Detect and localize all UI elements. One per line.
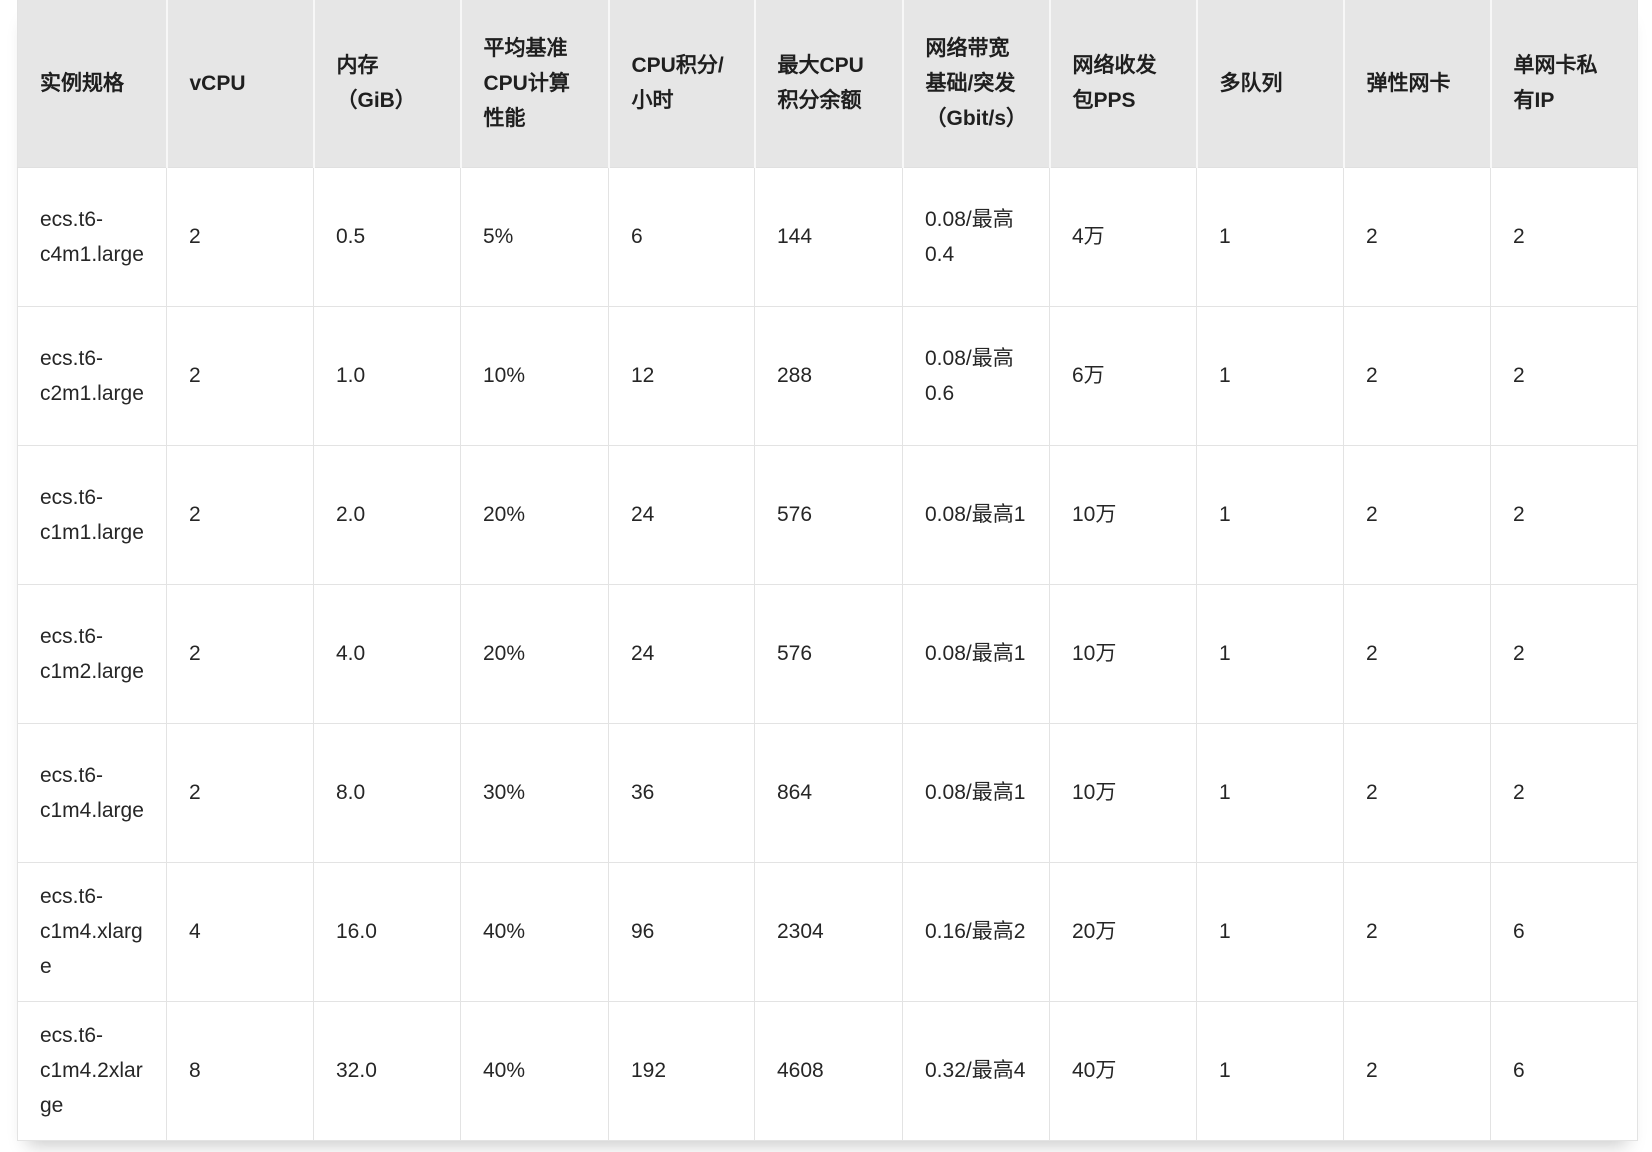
cell-pps: 10万: [1049, 445, 1197, 584]
cell-max-credits: 864: [754, 723, 903, 862]
cell-vcpu: 2: [166, 445, 314, 584]
column-header-spec: 实例规格: [17, 0, 167, 167]
cell-enis: 2: [1343, 1001, 1491, 1140]
cell-credits: 24: [608, 445, 755, 584]
cell-private-ips: 2: [1490, 445, 1638, 584]
column-header-credits: CPU积分/小时: [607, 0, 755, 167]
cell-spec: ecs.t6-c2m1.large: [40, 346, 144, 405]
cell-bandwidth: 0.08/最高1: [902, 723, 1050, 862]
table-row: ecs.t6-c1m1.large 2 2.0 20% 24 576 0.08/…: [17, 445, 1638, 584]
cell-vcpu: 2: [166, 584, 314, 723]
column-header-enis: 弹性网卡: [1342, 0, 1491, 167]
cell-vcpu: 8: [166, 1001, 314, 1140]
cell-max-credits: 576: [754, 445, 903, 584]
cell-vcpu: 2: [166, 723, 314, 862]
cell-baseline: 5%: [460, 167, 609, 306]
column-header-max-credits: 最大CPU积分余额: [753, 0, 903, 167]
table-row: ecs.t6-c1m4.xlarge 4 16.0 40% 96 2304 0.…: [17, 862, 1638, 1001]
cell-max-credits: 288: [754, 306, 903, 445]
cell-pps: 20万: [1049, 862, 1197, 1001]
cell-private-ips: 6: [1490, 1001, 1638, 1140]
cell-memory: 0.5: [313, 167, 461, 306]
cell-credits: 36: [608, 723, 755, 862]
cell-pps: 4万: [1049, 167, 1197, 306]
cell-private-ips: 2: [1490, 723, 1638, 862]
cell-pps: 40万: [1049, 1001, 1197, 1140]
cell-bandwidth: 0.08/最高1: [902, 584, 1050, 723]
cell-bandwidth: 0.16/最高2: [902, 862, 1050, 1001]
cell-spec: ecs.t6-c1m2.large: [40, 624, 144, 683]
cell-max-credits: 2304: [754, 862, 903, 1001]
cell-memory: 4.0: [313, 584, 461, 723]
table-row: ecs.t6-c2m1.large 2 1.0 10% 12 288 0.08/…: [17, 306, 1638, 445]
cell-spec: ecs.t6-c1m4.xlarge: [40, 885, 143, 978]
cell-enis: 2: [1343, 445, 1491, 584]
cell-max-credits: 576: [754, 584, 903, 723]
cell-spec: ecs.t6-c4m1.large: [40, 207, 144, 266]
cell-baseline: 40%: [460, 862, 609, 1001]
column-header-private-ips: 单网卡私有IP: [1489, 0, 1638, 167]
cell-queues: 1: [1196, 167, 1344, 306]
cell-private-ips: 6: [1490, 862, 1638, 1001]
cell-queues: 1: [1196, 306, 1344, 445]
cell-enis: 2: [1343, 723, 1491, 862]
cell-spec: ecs.t6-c1m4.large: [40, 763, 144, 822]
cell-memory: 2.0: [313, 445, 461, 584]
cell-bandwidth: 0.08/最高0.6: [902, 306, 1050, 445]
cell-baseline: 40%: [460, 1001, 609, 1140]
cell-pps: 10万: [1049, 723, 1197, 862]
cell-pps: 6万: [1049, 306, 1197, 445]
column-header-memory: 内存（GiB）: [312, 0, 461, 167]
cell-credits: 96: [608, 862, 755, 1001]
column-header-queues: 多队列: [1195, 0, 1344, 167]
cell-memory: 1.0: [313, 306, 461, 445]
cell-vcpu: 2: [166, 167, 314, 306]
cell-private-ips: 2: [1490, 306, 1638, 445]
cell-enis: 2: [1343, 167, 1491, 306]
instance-spec-table-container: 实例规格 vCPU 内存（GiB） 平均基准CPU计算性能 CPU积分/小时 最…: [17, 0, 1638, 1141]
column-header-bandwidth: 网络带宽基础/突发（Gbit/s）: [901, 0, 1050, 167]
cell-max-credits: 4608: [754, 1001, 903, 1140]
cell-queues: 1: [1196, 723, 1344, 862]
cell-queues: 1: [1196, 445, 1344, 584]
table-row: ecs.t6-c1m4.large 2 8.0 30% 36 864 0.08/…: [17, 723, 1638, 862]
cell-credits: 192: [608, 1001, 755, 1140]
cell-bandwidth: 0.32/最高4: [902, 1001, 1050, 1140]
cell-credits: 6: [608, 167, 755, 306]
cell-baseline: 10%: [460, 306, 609, 445]
cell-bandwidth: 0.08/最高1: [902, 445, 1050, 584]
cell-enis: 2: [1343, 584, 1491, 723]
cell-max-credits: 144: [754, 167, 903, 306]
table-row: ecs.t6-c1m4.2xlarge 8 32.0 40% 192 4608 …: [17, 1001, 1638, 1140]
cell-queues: 1: [1196, 862, 1344, 1001]
column-header-vcpu: vCPU: [165, 0, 314, 167]
cell-queues: 1: [1196, 1001, 1344, 1140]
cell-vcpu: 4: [166, 862, 314, 1001]
cell-baseline: 20%: [460, 584, 609, 723]
cell-spec: ecs.t6-c1m4.2xlarge: [40, 1024, 143, 1117]
cell-private-ips: 2: [1490, 167, 1638, 306]
cell-spec: ecs.t6-c1m1.large: [40, 485, 144, 544]
table-header-row: 实例规格 vCPU 内存（GiB） 平均基准CPU计算性能 CPU积分/小时 最…: [17, 0, 1638, 167]
table-row: ecs.t6-c4m1.large 2 0.5 5% 6 144 0.08/最高…: [17, 167, 1638, 306]
cell-baseline: 30%: [460, 723, 609, 862]
cell-private-ips: 2: [1490, 584, 1638, 723]
cell-vcpu: 2: [166, 306, 314, 445]
cell-baseline: 20%: [460, 445, 609, 584]
cell-credits: 12: [608, 306, 755, 445]
cell-enis: 2: [1343, 306, 1491, 445]
instance-spec-table: 实例规格 vCPU 内存（GiB） 平均基准CPU计算性能 CPU积分/小时 最…: [17, 0, 1638, 1141]
cell-enis: 2: [1343, 862, 1491, 1001]
cell-pps: 10万: [1049, 584, 1197, 723]
cell-queues: 1: [1196, 584, 1344, 723]
cell-memory: 32.0: [313, 1001, 461, 1140]
column-header-baseline: 平均基准CPU计算性能: [459, 0, 609, 167]
table-row: ecs.t6-c1m2.large 2 4.0 20% 24 576 0.08/…: [17, 584, 1638, 723]
cell-memory: 16.0: [313, 862, 461, 1001]
cell-credits: 24: [608, 584, 755, 723]
cell-bandwidth: 0.08/最高0.4: [902, 167, 1050, 306]
cell-memory: 8.0: [313, 723, 461, 862]
column-header-pps: 网络收发包PPS: [1048, 0, 1197, 167]
